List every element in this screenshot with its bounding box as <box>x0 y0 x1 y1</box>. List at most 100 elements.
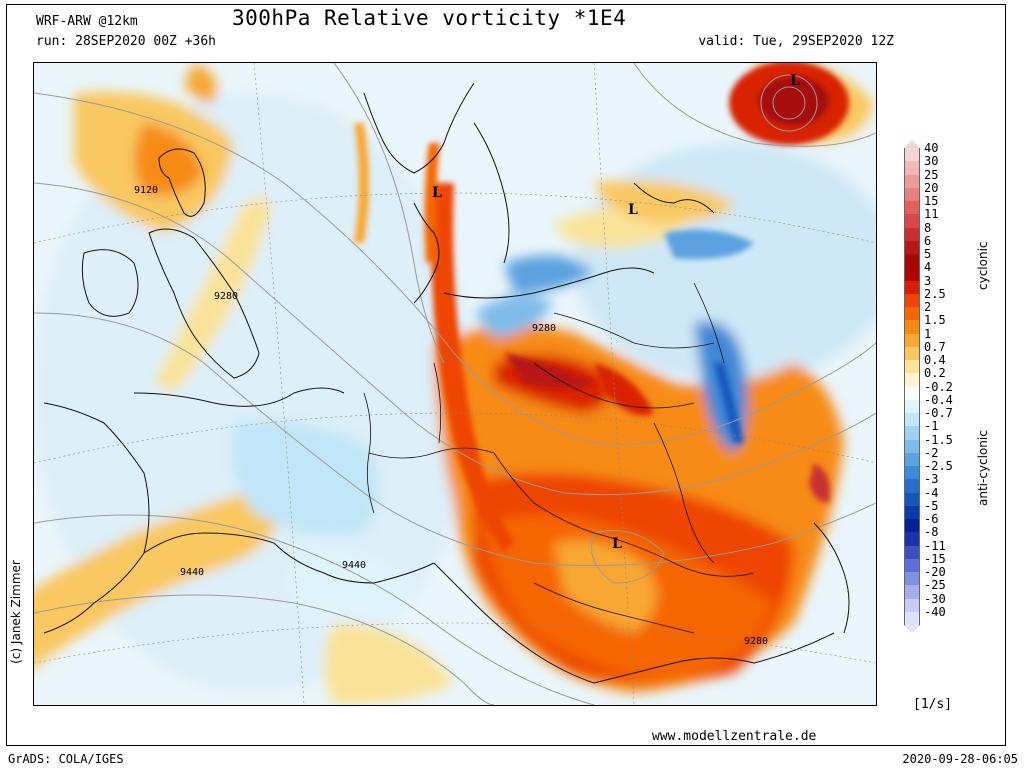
colorbar-swatch <box>904 492 920 507</box>
copyright-text: (c) Janek Zimmer <box>9 560 23 664</box>
colorbar-level-label: 30 <box>924 154 939 169</box>
generation-timestamp: 2020-09-28-06:05 <box>902 752 1018 766</box>
vorticity-sharp-features <box>354 63 849 553</box>
contour-label-9280-central: 9280 <box>532 323 556 334</box>
colorbar-swatch <box>904 386 920 401</box>
colorbar-level-label: 3 <box>924 273 932 288</box>
colorbar-swatch <box>904 174 920 189</box>
colorbar-level-label: -2.5 <box>924 459 953 473</box>
colorbar-swatch <box>904 519 920 533</box>
colorbar-level-label: -8 <box>924 525 939 540</box>
geopotential-contours <box>34 63 876 705</box>
colorbar-level-label: -4 <box>924 485 939 500</box>
coastlines <box>43 82 850 684</box>
colorbar-swatch <box>904 320 920 335</box>
colorbar-level-label: 25 <box>924 167 939 182</box>
colorbar-level-label: -30 <box>924 591 946 606</box>
run-label: run: 28SEP2020 00Z +36h <box>36 34 217 49</box>
colorbar-level-label: 1 <box>924 326 932 341</box>
colorbar-level-label: 2.5 <box>924 286 946 301</box>
colorbar-level-label: -0.7 <box>924 406 953 420</box>
contour-label-9280-west: 9280 <box>214 291 238 302</box>
colorbar-level-label: 6 <box>924 233 932 248</box>
website-link[interactable]: www.modellzentrale.de <box>652 729 817 744</box>
colorbar-level-label: -3 <box>924 472 939 487</box>
colorbar-swatch <box>904 572 920 586</box>
colorbar-level-label: 2 <box>924 300 932 314</box>
colorbar-swatch <box>904 545 920 560</box>
colorbar-swatch <box>904 373 920 388</box>
anticyclonic-label: anti-cyclonic <box>976 430 990 506</box>
colorbar-top-arrow <box>904 140 920 148</box>
low-pressure-mark-balkans: L <box>612 536 622 552</box>
lat-lon-grid <box>34 63 876 705</box>
colorbar-level-label: 20 <box>924 180 939 195</box>
colorbar-level-label: 0.4 <box>924 353 946 367</box>
colorbar-swatch <box>904 346 920 361</box>
colorbar-swatch <box>904 466 920 480</box>
colorbar-level-label: 8 <box>924 220 932 235</box>
colorbar-swatch <box>904 452 920 467</box>
colorbar-swatch <box>904 585 920 600</box>
colorbar-swatch <box>904 187 920 202</box>
colorbar-level-label: -0.4 <box>924 392 953 407</box>
colorbar-level-label: -11 <box>924 538 946 553</box>
colorbar-swatch <box>904 558 920 573</box>
colorbar-swatch <box>904 611 920 626</box>
colorbar-swatch <box>904 333 920 348</box>
colorbar-level-label: -1 <box>924 419 939 434</box>
colorbar-swatch <box>904 214 920 229</box>
map-title: 300hPa Relative vorticity *1E4 <box>232 6 627 30</box>
colorbar-swatch <box>904 267 920 282</box>
colorbar-level-label: 4 <box>924 260 932 275</box>
contour-label-9280-south: 9280 <box>744 636 768 647</box>
colorbar-swatch <box>904 360 920 374</box>
colorbar-level-label: -6 <box>924 512 939 526</box>
vorticity-map: 9120 9280 9280 9440 9440 9280 L L L L <box>33 62 877 706</box>
low-pressure-mark-northeast: L <box>790 73 800 89</box>
colorbar-legend: cyclonic anti-cyclonic 40 30 25 20 15 11 8 6 5 4 3… <box>904 140 1014 633</box>
contour-label-9120: 9120 <box>134 185 158 196</box>
software-credit: GrADS: COLA/IGES <box>8 752 124 766</box>
colorbar-level-label: 0.7 <box>924 339 946 354</box>
low-pressure-mark-denmark: L <box>432 185 442 201</box>
colorbar-level-label: -25 <box>924 578 946 593</box>
cyclonic-label: cyclonic <box>976 241 990 290</box>
colorbar-swatch <box>904 227 920 242</box>
colorbar-level-label: -15 <box>924 551 946 566</box>
colorbar-swatch <box>904 426 920 441</box>
colorbar-level-label: -40 <box>924 604 946 619</box>
colorbar-level-label: -20 <box>924 565 946 579</box>
model-label: WRF-ARW @12km <box>36 14 138 29</box>
colorbar-swatch <box>904 254 920 268</box>
colorbar-swatch <box>904 307 920 321</box>
low-pressure-mark-baltic: L <box>628 202 638 218</box>
colorbar-level-label: -2 <box>924 445 939 460</box>
colorbar-swatch <box>904 439 920 454</box>
colorbar-swatch <box>904 148 920 162</box>
units-label: [1/s] <box>913 697 953 712</box>
contour-label-9440-central: 9440 <box>342 560 366 571</box>
figure-frame <box>6 4 1006 746</box>
valid-time-label: valid: Tue, 29SEP2020 12Z <box>698 34 894 49</box>
colorbar-swatch <box>904 399 920 414</box>
colorbar-swatch <box>904 201 920 215</box>
colorbar-swatch <box>904 280 920 295</box>
colorbar-level-label: 1.5 <box>924 313 946 328</box>
copyright-notice: (c) Janek Zimmer <box>4 555 28 675</box>
colorbar-swatch <box>904 240 920 255</box>
contour-label-9440-west: 9440 <box>180 567 204 578</box>
colorbar-swatch <box>904 413 920 427</box>
colorbar-swatch <box>904 505 920 520</box>
colorbar-level-label: 11 <box>924 207 939 222</box>
colorbar-level-label: -5 <box>924 498 939 513</box>
colorbar-level-label: -1.5 <box>924 432 953 447</box>
colorbar-level-label: 15 <box>924 194 939 208</box>
country-borders <box>363 282 755 634</box>
colorbar-level-label: 5 <box>924 247 932 261</box>
colorbar-swatch <box>904 598 920 613</box>
colorbar-level-label: 0.2 <box>924 366 946 381</box>
colorbar-swatch <box>904 479 920 494</box>
colorbar-swatch <box>904 161 920 176</box>
colorbar-swatch <box>904 293 920 308</box>
